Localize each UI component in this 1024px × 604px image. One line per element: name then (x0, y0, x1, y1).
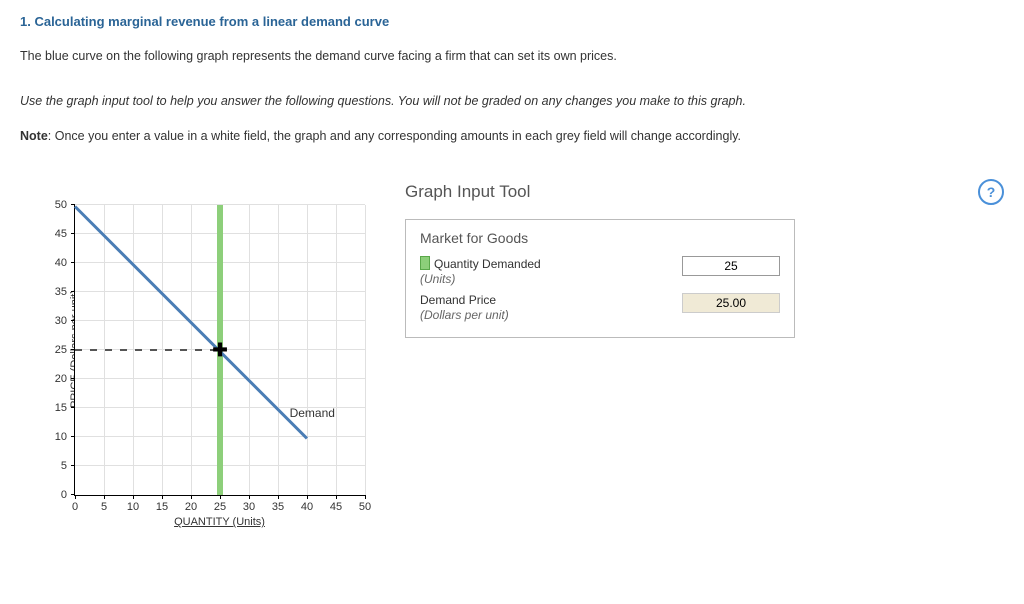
row-price: Demand Price (Dollars per unit) (420, 293, 780, 323)
price-output (682, 293, 780, 313)
graph-input-tool: Graph Input Tool ? Market for Goods Quan… (405, 169, 1004, 338)
y-tick-label: 25 (55, 344, 67, 356)
y-tick-label: 35 (55, 286, 67, 298)
x-tick-row (74, 496, 364, 514)
chart-container: PRICE (Dollars per unit) 051015202530354… (20, 169, 375, 528)
quantity-label-text: Quantity Demanded (434, 257, 541, 271)
content-panel: PRICE (Dollars per unit) 051015202530354… (20, 169, 1004, 528)
plot-area[interactable]: 0510152025303540455005101520253035404550… (74, 205, 365, 496)
instruction-text: Use the graph input tool to help you ans… (20, 92, 1004, 111)
box-title: Market for Goods (420, 230, 780, 246)
question-title: 1. Calculating marginal revenue from a l… (20, 14, 1004, 29)
x-axis-label: QUANTITY (Units) (74, 516, 365, 528)
intro-text: The blue curve on the following graph re… (20, 47, 1004, 66)
y-tick-label: 10 (55, 431, 67, 443)
row-quantity: Quantity Demanded (Units) (420, 256, 780, 287)
y-tick-label: 5 (61, 460, 67, 472)
y-tick-label: 15 (55, 402, 67, 414)
y-tick-label: 40 (55, 257, 67, 269)
quantity-input[interactable] (682, 256, 780, 276)
tool-title: Graph Input Tool (405, 182, 530, 202)
price-label-text: Demand Price (420, 293, 496, 307)
note-body: : Once you enter a value in a white fiel… (48, 129, 741, 143)
input-box: Market for Goods Quantity Demanded (Unit… (405, 219, 795, 338)
quantity-unit: (Units) (420, 272, 455, 286)
tool-header: Graph Input Tool ? (405, 179, 1004, 205)
y-tick-label: 0 (61, 489, 67, 501)
help-icon[interactable]: ? (978, 179, 1004, 205)
demand-label: Demand (290, 406, 335, 420)
y-tick-label: 50 (55, 199, 67, 211)
y-tick-label: 20 (55, 373, 67, 385)
note-text: Note: Once you enter a value in a white … (20, 127, 1004, 146)
note-prefix: Note (20, 129, 48, 143)
price-label: Demand Price (Dollars per unit) (420, 293, 662, 323)
intersection-marker[interactable]: ✚ (212, 341, 227, 359)
quantity-swatch-icon (420, 256, 430, 270)
price-unit: (Dollars per unit) (420, 308, 509, 322)
y-tick-label: 30 (55, 315, 67, 327)
quantity-label: Quantity Demanded (Units) (420, 256, 662, 287)
y-tick-label: 45 (55, 228, 67, 240)
